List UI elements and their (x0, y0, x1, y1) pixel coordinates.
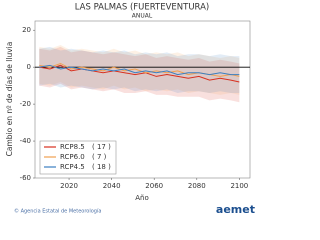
x-tick-label: 2040 (103, 182, 121, 190)
chart: LAS PALMAS (FUERTEVENTURA) ANUAL Año Cam… (5, 3, 255, 217)
x-tick-label: 2020 (60, 182, 78, 190)
x-tick-label: 2100 (230, 182, 248, 190)
series-line (39, 64, 240, 83)
legend-label: RCP8.5 (60, 143, 85, 151)
legend-label: RCP4.5 (60, 163, 85, 171)
y-axis-label: Cambio en nº de días de lluvia (5, 42, 14, 157)
x-tick-label: 2060 (145, 182, 163, 190)
series-line (39, 64, 240, 76)
y-tick-label: -40 (20, 137, 31, 145)
x-tick-label: 2080 (188, 182, 206, 190)
chart-title: LAS PALMAS (FUERTEVENTURA) (75, 3, 210, 13)
logo: aemet (216, 203, 255, 216)
range-band (39, 45, 240, 95)
x-axis-label: Año (135, 194, 149, 202)
chart-subtitle: ANUAL (132, 13, 153, 20)
y-tick-label: 20 (22, 26, 31, 34)
range-band (39, 46, 240, 94)
legend-label: RCP6.0 (60, 153, 85, 161)
y-tick-label: 0 (27, 63, 31, 71)
legend-count: ( 7 ) (92, 153, 107, 161)
legend-count: ( 17 ) (92, 143, 111, 151)
range-band (39, 46, 240, 103)
footer: © Agencia Estatal de Meteorología (14, 208, 101, 215)
y-tick-label: -20 (20, 100, 31, 108)
legend-count: ( 18 ) (92, 163, 111, 171)
page: LAS PALMAS (FUERTEVENTURA) ANUAL Año Cam… (5, 2, 255, 217)
y-tick-label: -60 (20, 174, 31, 182)
